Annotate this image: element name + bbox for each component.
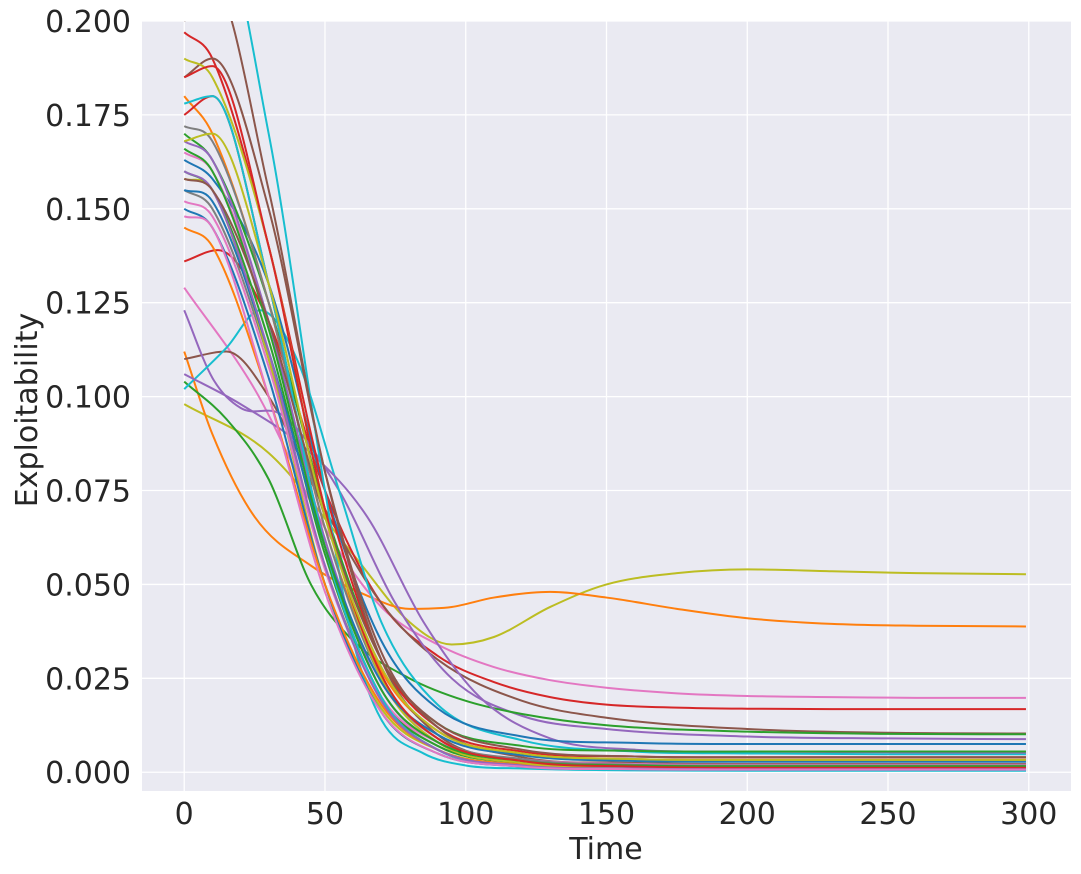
y-tick-label: 0.075 bbox=[45, 475, 131, 510]
x-axis-label: Time bbox=[568, 832, 642, 867]
y-tick-label: 0.150 bbox=[45, 193, 131, 228]
y-axis-ticks: 0.000 0.025 0.050 0.075 0.100 0.125 0.150 0.175… bbox=[45, 5, 131, 791]
x-tick-label: 100 bbox=[437, 797, 494, 832]
y-tick-label: 0.175 bbox=[45, 99, 131, 134]
series-line bbox=[183, 309, 1026, 756]
x-tick-label: 150 bbox=[578, 797, 635, 832]
y-tick-label: 0.200 bbox=[45, 5, 131, 40]
x-tick-label: 200 bbox=[719, 797, 776, 832]
x-tick-label: 0 bbox=[175, 797, 194, 832]
series-line bbox=[183, 147, 1026, 768]
series-line bbox=[183, 309, 1026, 741]
series-line bbox=[183, 380, 1026, 736]
series-layer bbox=[183, 21, 1026, 772]
y-axis-label: Exploitability bbox=[10, 313, 45, 508]
y-tick-label: 0.100 bbox=[45, 381, 131, 416]
y-tick-label: 0.025 bbox=[45, 662, 131, 697]
x-tick-label: 300 bbox=[1000, 797, 1057, 832]
series-line bbox=[183, 132, 1026, 761]
x-tick-label: 250 bbox=[859, 797, 916, 832]
series-line bbox=[183, 249, 1026, 711]
x-axis-ticks: 0 50 100 150 200 250 300 bbox=[175, 797, 1058, 832]
series-line bbox=[183, 215, 1026, 771]
y-tick-label: 0.125 bbox=[45, 287, 131, 322]
series-line bbox=[183, 351, 1026, 628]
y-tick-label: 0.000 bbox=[45, 756, 131, 791]
y-tick-label: 0.050 bbox=[45, 568, 131, 603]
series-line bbox=[183, 65, 1026, 769]
series-line bbox=[183, 177, 1026, 759]
x-tick-label: 50 bbox=[306, 797, 344, 832]
